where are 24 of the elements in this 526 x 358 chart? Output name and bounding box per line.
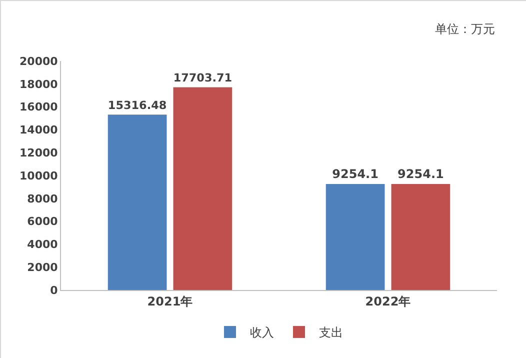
bar	[173, 87, 232, 290]
y-tick-label: 16000	[20, 100, 58, 114]
bar	[391, 184, 450, 290]
legend-label: 收入	[250, 326, 274, 340]
text: 单位：万元	[435, 22, 495, 36]
x-tick-label: 2021年	[147, 294, 193, 308]
y-tick-label: 12000	[20, 146, 58, 160]
y-tick-label: 6000	[27, 215, 58, 228]
x-tick-label: 2022年	[365, 294, 411, 308]
y-tick-label: 8000	[27, 192, 58, 206]
data-label: 9254.1	[332, 167, 378, 182]
data-label: 17703.71	[173, 71, 232, 84]
y-tick-label: 18000	[20, 78, 58, 91]
y-tick-label: 14000	[20, 124, 58, 137]
legend-label: 支出	[319, 326, 343, 340]
y-tick-label: 4000	[27, 238, 58, 252]
y-tick-label: 2000	[27, 260, 58, 274]
y-tick-label: 20000	[20, 54, 58, 68]
y-tick-label: 10000	[20, 169, 58, 182]
y-tick-label: 0	[50, 284, 58, 297]
bar	[326, 184, 385, 290]
data-label: 15316.48	[108, 98, 167, 112]
bar	[108, 114, 167, 290]
data-label: 9254.1	[398, 167, 444, 182]
